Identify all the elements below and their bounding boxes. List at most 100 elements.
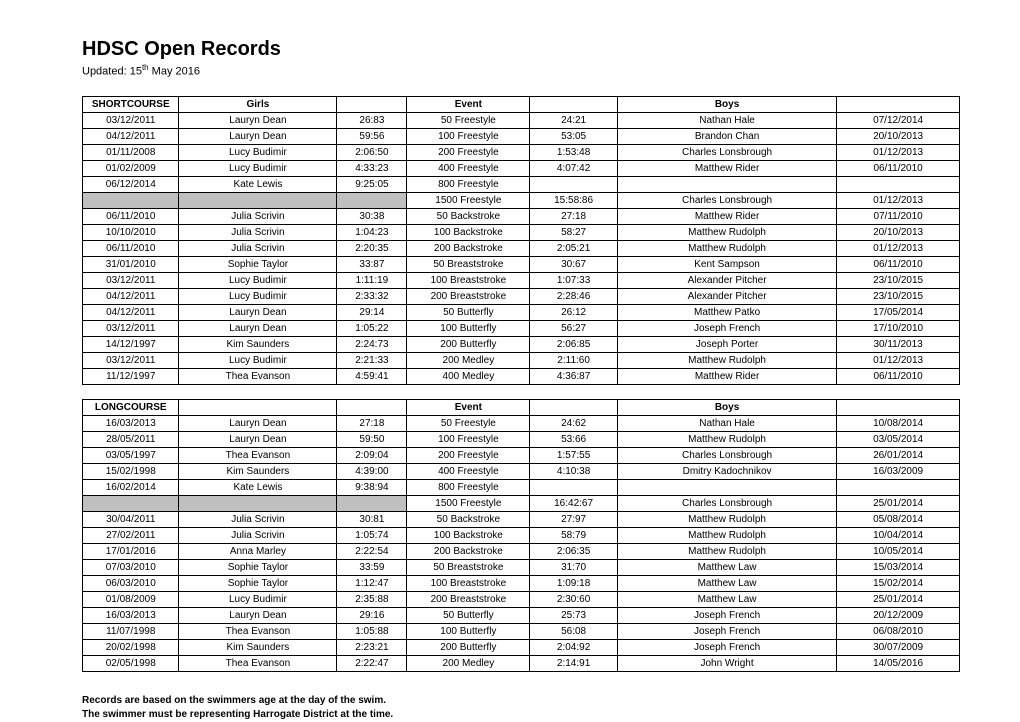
table-cell: Sophie Taylor bbox=[179, 575, 337, 591]
table-cell: 27/02/2011 bbox=[83, 527, 179, 543]
table-cell: Julia Scrivin bbox=[179, 224, 337, 240]
table-cell: 33:59 bbox=[337, 559, 407, 575]
table-cell: 1500 Freestyle bbox=[407, 192, 530, 208]
table-header-cell bbox=[530, 399, 618, 415]
table-cell: 27:18 bbox=[530, 208, 618, 224]
table-cell: Matthew Rudolph bbox=[617, 543, 836, 559]
table-row: 16/02/2014Kate Lewis9:38:94800 Freestyle bbox=[83, 479, 960, 495]
table-cell: 30/07/2009 bbox=[837, 639, 960, 655]
table-cell: Matthew Patko bbox=[617, 304, 836, 320]
table-cell: Joseph Porter bbox=[617, 336, 836, 352]
table-cell: 200 Freestyle bbox=[407, 447, 530, 463]
table-cell: Brandon Chan bbox=[617, 128, 836, 144]
table-cell: 100 Breaststroke bbox=[407, 575, 530, 591]
table-cell: 20/10/2013 bbox=[837, 224, 960, 240]
table-cell: 2:35:88 bbox=[337, 591, 407, 607]
table-cell: Kim Saunders bbox=[179, 336, 337, 352]
table-cell: Lucy Budimir bbox=[179, 591, 337, 607]
table-cell: 23/10/2015 bbox=[837, 288, 960, 304]
table-cell: Matthew Rudolph bbox=[617, 352, 836, 368]
table-cell: 14/12/1997 bbox=[83, 336, 179, 352]
table-cell: 05/08/2014 bbox=[837, 511, 960, 527]
table-cell: Alexander Pitcher bbox=[617, 272, 836, 288]
table-cell: 04/12/2011 bbox=[83, 288, 179, 304]
table-cell: 59:56 bbox=[337, 128, 407, 144]
table-header-cell bbox=[530, 96, 618, 112]
table-cell: Sophie Taylor bbox=[179, 559, 337, 575]
table-cell: 58:27 bbox=[530, 224, 618, 240]
table-cell: 50 Backstroke bbox=[407, 208, 530, 224]
table-cell: 11/12/1997 bbox=[83, 368, 179, 384]
table-cell: Matthew Law bbox=[617, 591, 836, 607]
table-row: 06/11/2010Julia Scrivin2:20:35200 Backst… bbox=[83, 240, 960, 256]
table-cell: 01/11/2008 bbox=[83, 144, 179, 160]
table-cell: 100 Backstroke bbox=[407, 224, 530, 240]
table-cell: 07/03/2010 bbox=[83, 559, 179, 575]
table-cell: Charles Lonsbrough bbox=[617, 192, 836, 208]
table-cell: 2:21:33 bbox=[337, 352, 407, 368]
updated-line: Updated: 15th May 2016 bbox=[82, 63, 960, 78]
table-cell: 17/10/2010 bbox=[837, 320, 960, 336]
table-cell: Julia Scrivin bbox=[179, 511, 337, 527]
table-cell: 25:73 bbox=[530, 607, 618, 623]
table-cell: 1:53:48 bbox=[530, 144, 618, 160]
table-cell: 25/01/2014 bbox=[837, 591, 960, 607]
table-row: 16/03/2013Lauryn Dean27:1850 Freestyle24… bbox=[83, 415, 960, 431]
table-header-cell bbox=[837, 96, 960, 112]
footnote-1: Records are based on the swimmers age at… bbox=[82, 694, 960, 708]
table-cell: 01/02/2009 bbox=[83, 160, 179, 176]
table-cell: 1:05:74 bbox=[337, 527, 407, 543]
table-cell: 200 Medley bbox=[407, 655, 530, 671]
table-cell: 1:57:55 bbox=[530, 447, 618, 463]
table-cell: 06/08/2010 bbox=[837, 623, 960, 639]
table-cell: 200 Butterfly bbox=[407, 336, 530, 352]
updated-suffix: May 2016 bbox=[149, 66, 200, 78]
table-cell: Lauryn Dean bbox=[179, 128, 337, 144]
table-cell: 03/12/2011 bbox=[83, 352, 179, 368]
table-cell: 07/11/2010 bbox=[837, 208, 960, 224]
table-row: 11/12/1997Thea Evanson4:59:41400 Medley4… bbox=[83, 368, 960, 384]
table-row: 27/02/2011Julia Scrivin1:05:74100 Backst… bbox=[83, 527, 960, 543]
table-cell: 28/05/2011 bbox=[83, 431, 179, 447]
table-header-cell: Boys bbox=[617, 96, 836, 112]
table-cell: 25/01/2014 bbox=[837, 495, 960, 511]
table-cell: 100 Butterfly bbox=[407, 320, 530, 336]
table-cell: 200 Freestyle bbox=[407, 144, 530, 160]
table-cell: 03/12/2011 bbox=[83, 272, 179, 288]
table-row: 04/12/2011Lauryn Dean59:56100 Freestyle5… bbox=[83, 128, 960, 144]
table-cell: 20/02/1998 bbox=[83, 639, 179, 655]
table-row: 16/03/2013Lauryn Dean29:1650 Butterfly25… bbox=[83, 607, 960, 623]
table-cell bbox=[83, 495, 179, 511]
table-cell: 06/11/2010 bbox=[83, 240, 179, 256]
table-cell: 03/05/1997 bbox=[83, 447, 179, 463]
table-cell: Matthew Rider bbox=[617, 160, 836, 176]
table-cell: Matthew Law bbox=[617, 559, 836, 575]
table-cell: Lucy Budimir bbox=[179, 272, 337, 288]
table-cell bbox=[337, 192, 407, 208]
table-cell: 200 Breaststroke bbox=[407, 591, 530, 607]
table-cell: 15/03/2014 bbox=[837, 559, 960, 575]
tables-container: SHORTCOURSEGirlsEventBoys03/12/2011Laury… bbox=[82, 96, 960, 672]
table-cell: 06/11/2010 bbox=[837, 160, 960, 176]
table-cell: 01/12/2013 bbox=[837, 192, 960, 208]
table-cell: Matthew Rudolph bbox=[617, 240, 836, 256]
table-cell: 06/12/2014 bbox=[83, 176, 179, 192]
table-cell: 01/12/2013 bbox=[837, 352, 960, 368]
table-cell: 15/02/1998 bbox=[83, 463, 179, 479]
table-cell: 50 Backstroke bbox=[407, 511, 530, 527]
table-cell: Lauryn Dean bbox=[179, 431, 337, 447]
table-cell: 06/11/2010 bbox=[837, 256, 960, 272]
table-cell: 10/08/2014 bbox=[837, 415, 960, 431]
updated-sup: th bbox=[142, 63, 149, 72]
table-cell: 17/05/2014 bbox=[837, 304, 960, 320]
table-cell: 400 Freestyle bbox=[407, 463, 530, 479]
table-cell: 50 Butterfly bbox=[407, 607, 530, 623]
table-cell bbox=[337, 495, 407, 511]
table-cell: 04/12/2011 bbox=[83, 128, 179, 144]
table-header-cell bbox=[337, 399, 407, 415]
table-row: 01/08/2009Lucy Budimir2:35:88200 Breasts… bbox=[83, 591, 960, 607]
table-row: 17/01/2016Anna Marley2:22:54200 Backstro… bbox=[83, 543, 960, 559]
table-cell: Kate Lewis bbox=[179, 479, 337, 495]
table-cell: 16/03/2013 bbox=[83, 415, 179, 431]
table-row: 02/05/1998Thea Evanson2:22:47200 Medley2… bbox=[83, 655, 960, 671]
